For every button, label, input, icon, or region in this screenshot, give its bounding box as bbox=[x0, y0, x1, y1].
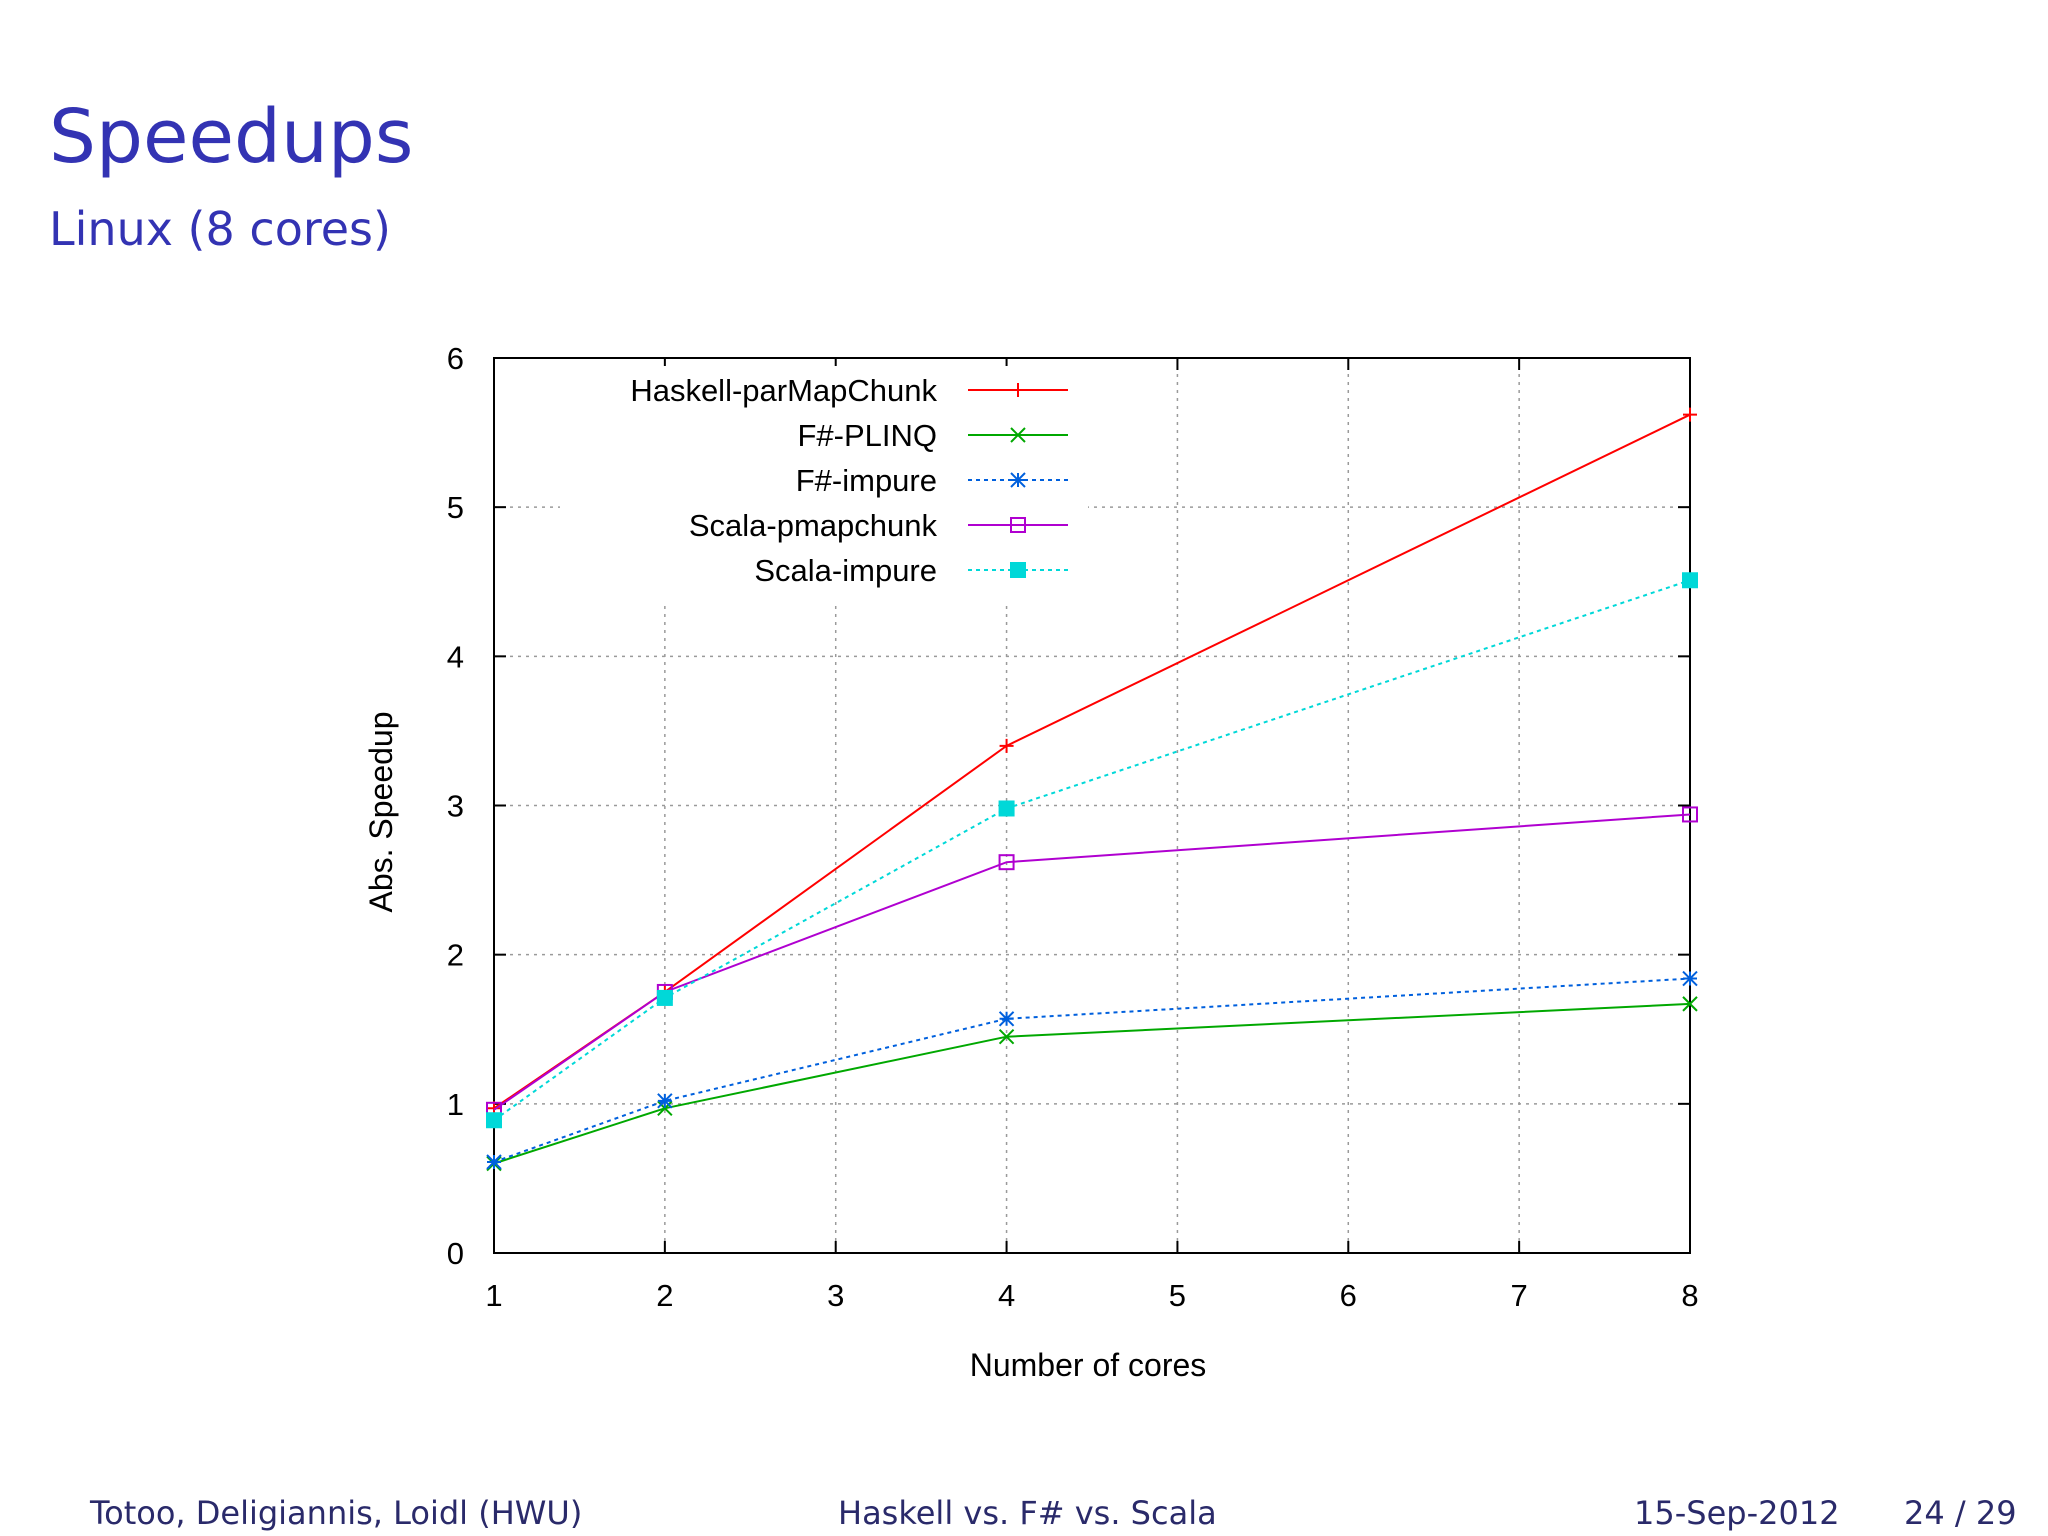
data-point bbox=[1682, 572, 1698, 589]
data-point bbox=[1682, 970, 1698, 987]
series-scala-pmapchunk bbox=[486, 806, 1698, 1118]
data-point bbox=[1010, 427, 1026, 443]
y-tick-label: 1 bbox=[447, 1087, 464, 1122]
data-point bbox=[486, 1112, 502, 1129]
data-point bbox=[998, 1029, 1015, 1045]
data-point bbox=[998, 800, 1015, 817]
data-point bbox=[657, 1100, 673, 1117]
axis-ticks bbox=[493, 357, 1691, 1254]
data-point bbox=[1010, 517, 1026, 533]
legend-label: F#-impure bbox=[796, 463, 937, 498]
legend-entry: Scala-pmapchunk bbox=[689, 508, 1068, 543]
y-tick-label: 2 bbox=[447, 938, 464, 973]
legend-label: Scala-impure bbox=[754, 553, 937, 588]
data-point bbox=[656, 989, 673, 1006]
legend-entry: Haskell-parMapChunk bbox=[630, 373, 1068, 408]
data-point bbox=[1010, 562, 1026, 578]
data-point bbox=[998, 1011, 1015, 1027]
footer-date: 15-Sep-2012 bbox=[1634, 1494, 1840, 1532]
x-tick-label: 2 bbox=[656, 1278, 673, 1313]
series-line bbox=[493, 977, 1691, 1163]
y-tick-label: 0 bbox=[447, 1236, 464, 1271]
legend-entry: Scala-impure bbox=[754, 553, 1068, 588]
series-scala-impure bbox=[486, 572, 1698, 1129]
y-tick-label: 5 bbox=[447, 490, 464, 525]
x-axis-label: Number of cores bbox=[970, 1347, 1207, 1383]
legend-entry: F#-PLINQ bbox=[797, 418, 1068, 453]
x-tick-label: 5 bbox=[1169, 1278, 1186, 1313]
series-line bbox=[493, 1002, 1691, 1165]
slide-title: Speedups bbox=[49, 94, 414, 180]
data-point bbox=[657, 1093, 673, 1109]
y-axis-label: Abs. Speedup bbox=[363, 711, 399, 912]
slide-subtitle: Linux (8 cores) bbox=[49, 202, 391, 256]
series-layer bbox=[486, 407, 1698, 1172]
data-point bbox=[1010, 472, 1026, 488]
legend-label: Haskell-parMapChunk bbox=[630, 373, 937, 408]
x-tick-labels: 1 2 3 4 5 6 7 8 bbox=[485, 1278, 1698, 1313]
legend-label: F#-PLINQ bbox=[797, 418, 937, 453]
data-point bbox=[1011, 383, 1025, 397]
y-tick-label: 4 bbox=[447, 639, 464, 674]
series-f-plinq bbox=[486, 996, 1698, 1172]
legend-label: Scala-pmapchunk bbox=[689, 508, 938, 543]
x-tick-label: 8 bbox=[1681, 1278, 1698, 1313]
chart-legend: Haskell-parMapChunk F#-PLINQ F#-impure Scal… bbox=[630, 373, 1068, 588]
footer-authors: Totoo, Deligiannis, Loidl (HWU) bbox=[90, 1494, 583, 1532]
y-tick-labels: 0 1 2 3 4 5 6 bbox=[447, 341, 464, 1271]
data-point bbox=[999, 738, 1014, 753]
footer-page-number: 24 / 29 bbox=[1904, 1494, 2017, 1532]
x-tick-label: 3 bbox=[827, 1278, 844, 1313]
y-tick-label: 3 bbox=[447, 789, 464, 824]
data-point bbox=[1682, 806, 1698, 823]
legend-entry: F#-impure bbox=[796, 463, 1068, 498]
footer-talk-title: Haskell vs. F# vs. Scala bbox=[838, 1494, 1217, 1532]
data-point bbox=[1683, 407, 1697, 422]
data-point bbox=[1682, 996, 1698, 1012]
x-tick-label: 4 bbox=[998, 1278, 1015, 1313]
x-tick-label: 1 bbox=[485, 1278, 502, 1313]
y-tick-label: 6 bbox=[447, 341, 464, 376]
series-f-impure bbox=[486, 970, 1698, 1170]
data-point bbox=[998, 854, 1015, 871]
legend-background bbox=[560, 366, 1088, 602]
series-line bbox=[493, 579, 1691, 1122]
data-point bbox=[486, 1154, 502, 1170]
x-tick-label: 6 bbox=[1340, 1278, 1357, 1313]
series-line bbox=[493, 813, 1691, 1111]
x-tick-label: 7 bbox=[1511, 1278, 1528, 1313]
